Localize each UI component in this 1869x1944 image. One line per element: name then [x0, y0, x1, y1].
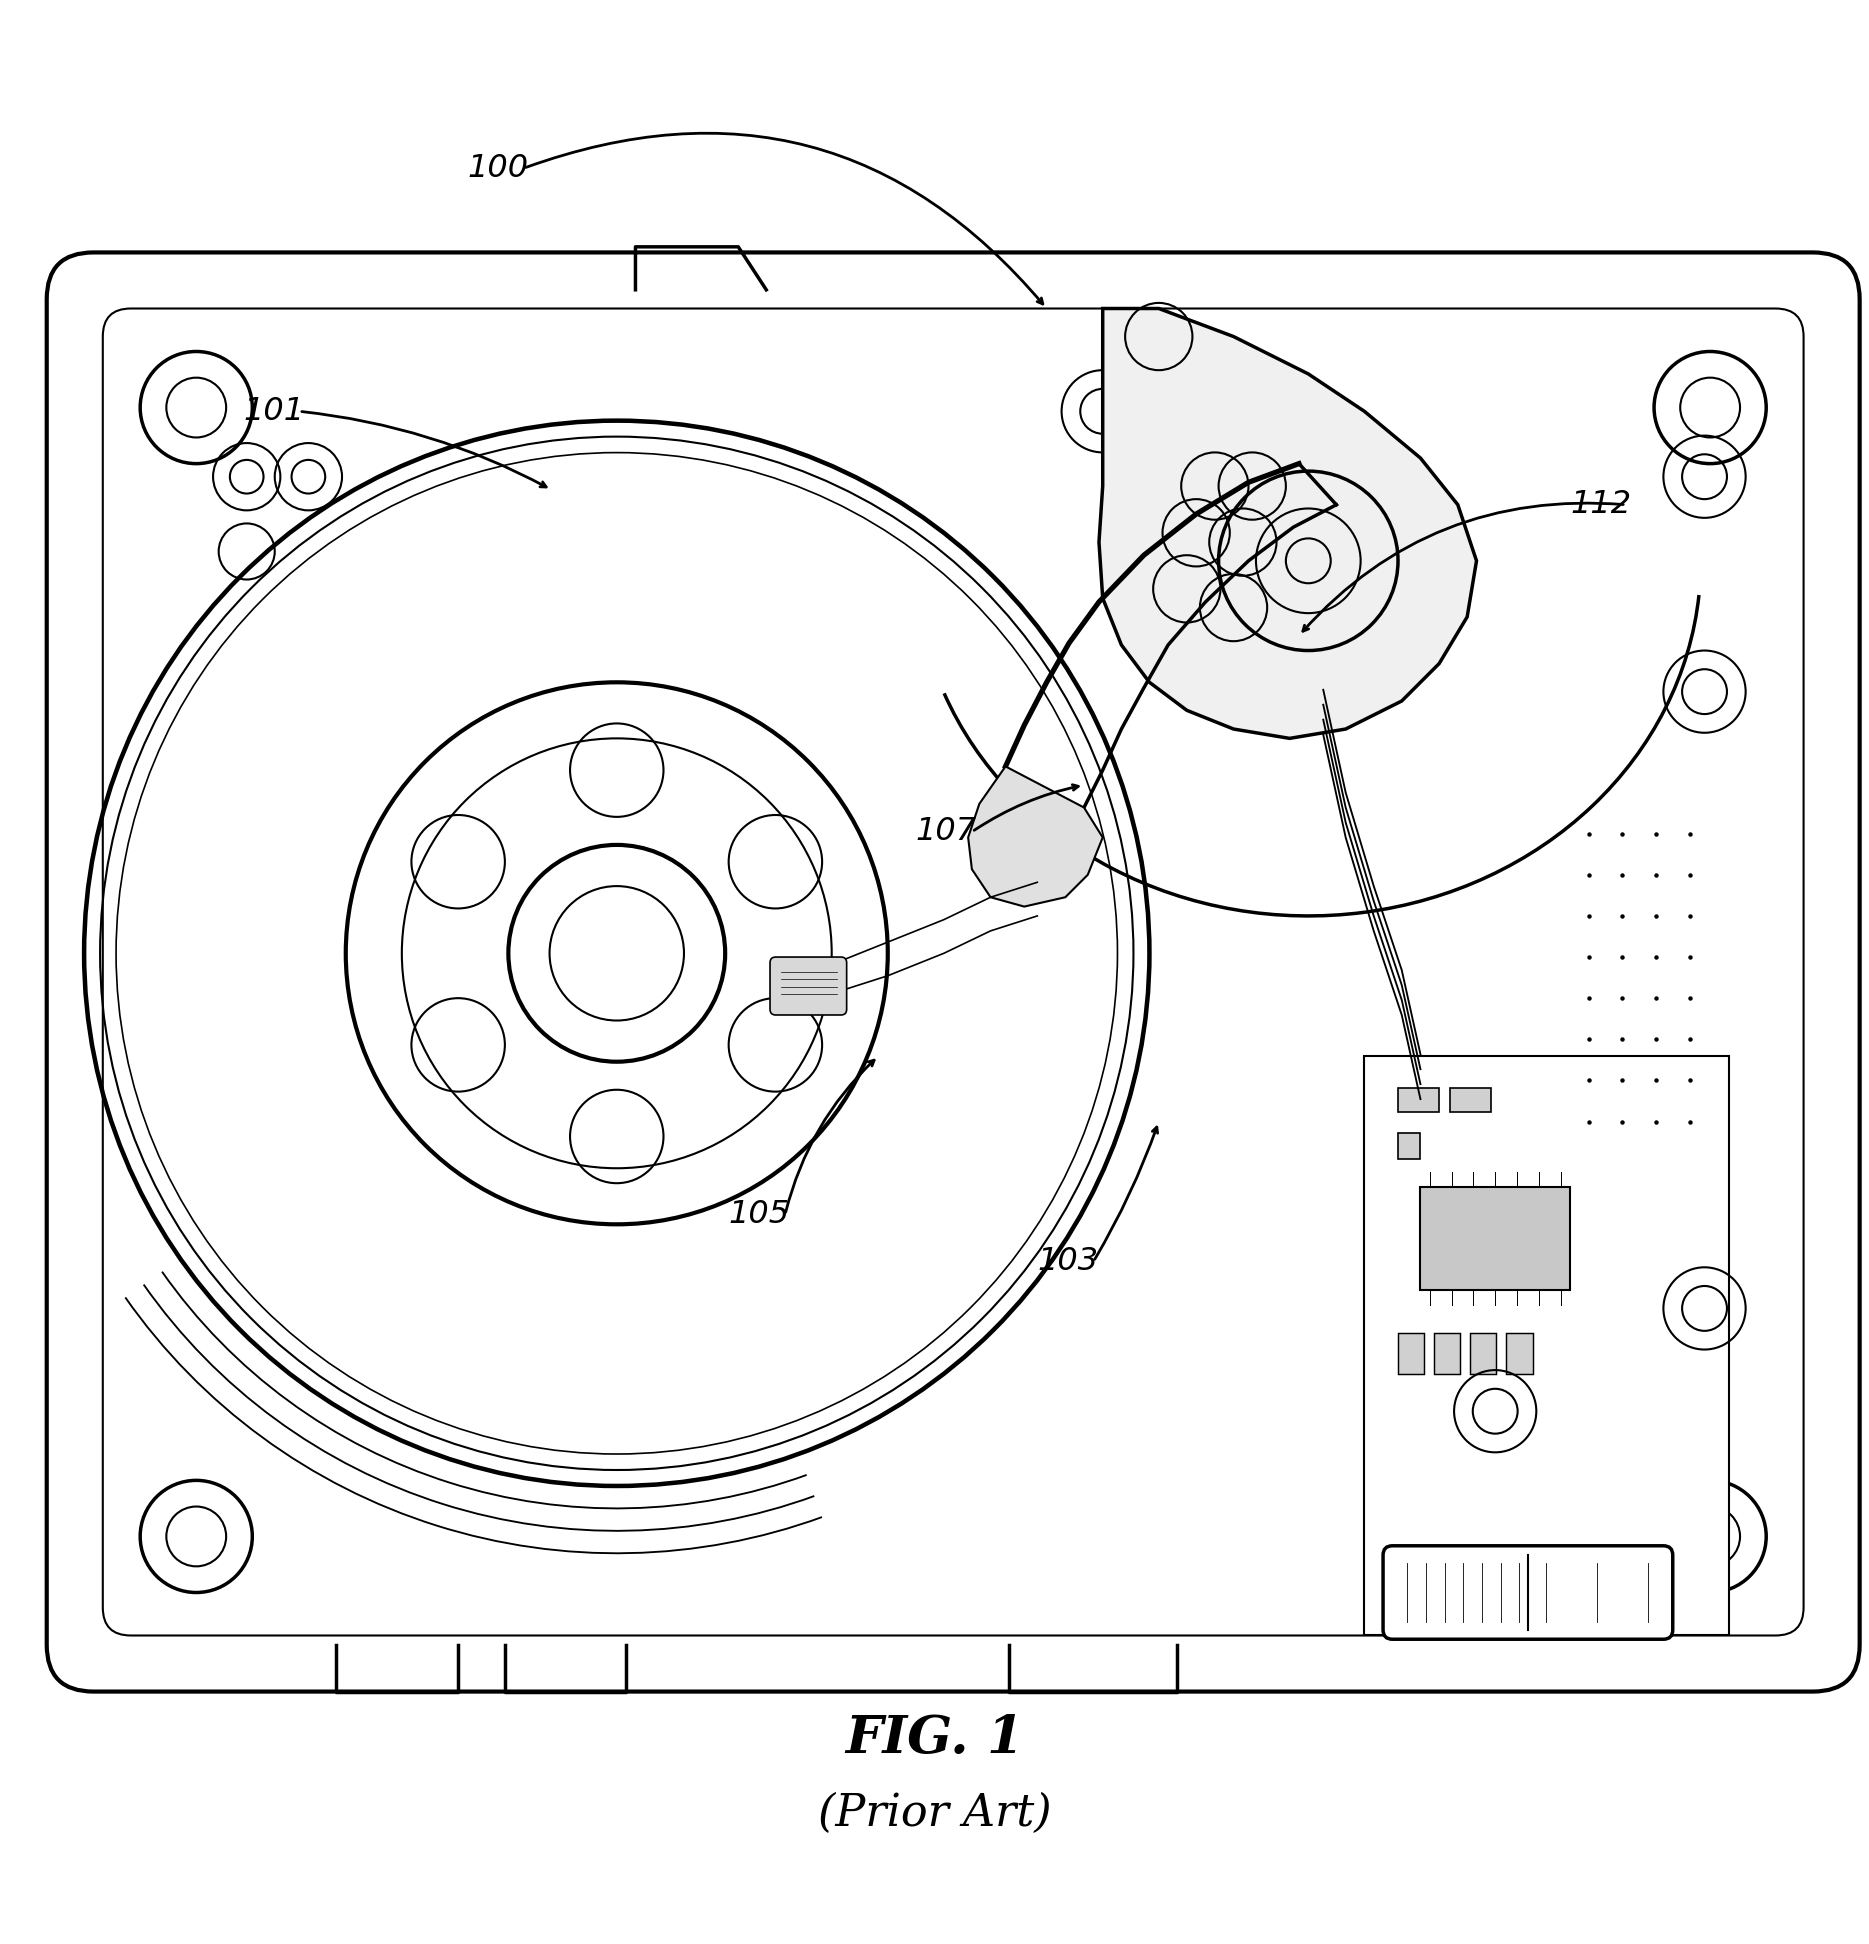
- Bar: [1471, 1334, 1497, 1374]
- Polygon shape: [1099, 309, 1477, 739]
- Text: FIG. 1: FIG. 1: [845, 1713, 1024, 1763]
- FancyBboxPatch shape: [47, 253, 1860, 1691]
- Text: 112: 112: [1570, 490, 1632, 521]
- Bar: [1506, 1334, 1533, 1374]
- Text: 107: 107: [916, 816, 977, 848]
- FancyBboxPatch shape: [770, 956, 847, 1015]
- FancyBboxPatch shape: [1364, 1056, 1729, 1635]
- Bar: [1420, 1188, 1570, 1289]
- Bar: [1398, 1089, 1439, 1112]
- Text: 105: 105: [729, 1199, 791, 1231]
- Polygon shape: [968, 766, 1103, 906]
- Text: 100: 100: [467, 154, 529, 185]
- FancyBboxPatch shape: [1383, 1545, 1673, 1639]
- Text: 101: 101: [243, 397, 305, 428]
- Text: (Prior Art): (Prior Art): [819, 1792, 1050, 1835]
- Bar: [1398, 1334, 1424, 1374]
- Bar: [1398, 1133, 1420, 1159]
- Text: 103: 103: [1037, 1246, 1099, 1277]
- Bar: [1434, 1334, 1460, 1374]
- Bar: [1450, 1089, 1491, 1112]
